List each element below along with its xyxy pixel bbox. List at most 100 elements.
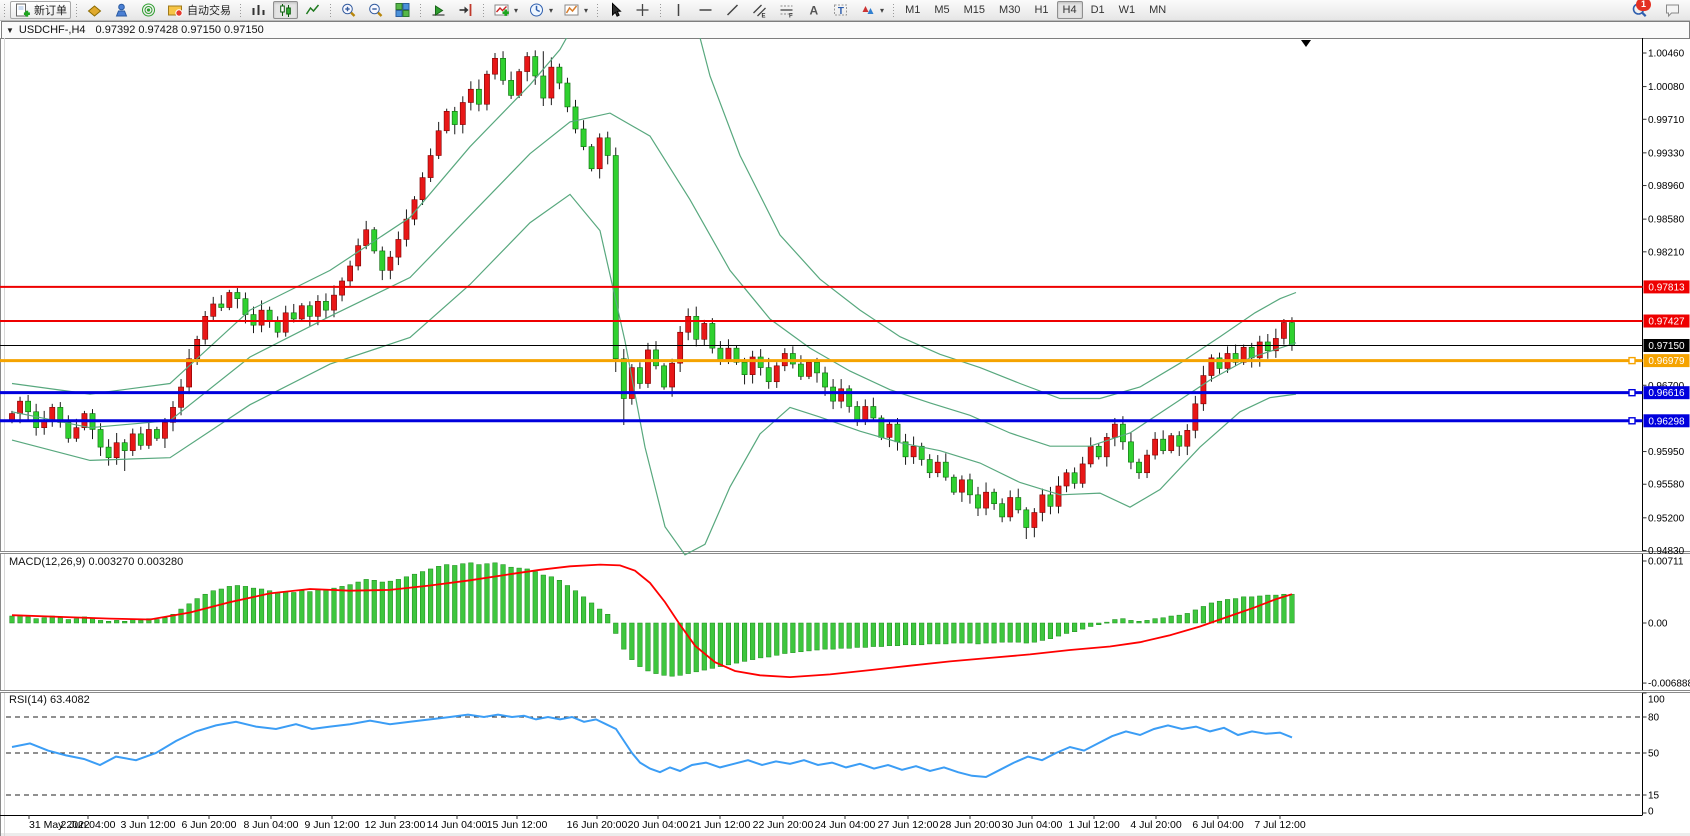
macd-histogram: [9, 562, 1295, 677]
vertical-line-button[interactable]: [666, 1, 691, 19]
chart-titlebar[interactable]: ▼ USDCHF-,H4 0.97392 0.97428 0.97150 0.9…: [1, 21, 1690, 39]
linechart-icon: [305, 4, 320, 15]
tiles-icon: [395, 3, 410, 17]
autoscroll-icon: [432, 5, 445, 16]
timeframe-d1-button[interactable]: D1: [1085, 1, 1111, 19]
crosshair-icon: [636, 4, 649, 16]
svg-text:6 Jul 04:00: 6 Jul 04:00: [1192, 819, 1244, 831]
svg-text:2 Jun 04:00: 2 Jun 04:00: [61, 819, 116, 831]
chart-ohlc-values: 0.97392 0.97428 0.97150 0.97150: [95, 24, 264, 36]
svg-text:0.97427: 0.97427: [1648, 317, 1685, 328]
chat-icon: [1666, 4, 1679, 18]
toolbar: 新订单 自动交易 ▾ ▾ ▾ E F A T ▾ M1 M5 M15 M30 H1 H4 D1 W1 MN: [0, 0, 1690, 21]
arrows-button[interactable]: ▾: [855, 1, 888, 19]
candles-icon: [280, 4, 291, 17]
zoomout-icon: [369, 3, 383, 17]
toolbar-drag-handle: [658, 3, 664, 17]
macd-axis: 0.00711 0.00 -0.006888: [1642, 557, 1690, 690]
svg-text:15 Jun 12:00: 15 Jun 12:00: [487, 819, 548, 831]
svg-text:1.00460: 1.00460: [1648, 48, 1685, 59]
svg-text:16 Jun 20:00: 16 Jun 20:00: [567, 819, 628, 831]
autotrading-button[interactable]: 自动交易: [163, 1, 235, 19]
market-watch-button[interactable]: [82, 1, 107, 19]
svg-text:9 Jun 12:00: 9 Jun 12:00: [305, 819, 360, 831]
zoom-out-button[interactable]: [363, 1, 388, 19]
crosshair-button[interactable]: [630, 1, 655, 19]
zoom-in-button[interactable]: [336, 1, 361, 19]
timeframe-h1-button[interactable]: H1: [1028, 1, 1054, 19]
svg-text:-0.006888: -0.006888: [1648, 679, 1690, 690]
timeframe-m5-button[interactable]: M5: [928, 1, 955, 19]
timeframe-m15-button[interactable]: M15: [958, 1, 991, 19]
periods-button-dropdown-icon[interactable]: ▾: [549, 5, 554, 15]
svg-text:F: F: [789, 14, 793, 19]
new-order-button[interactable]: 新订单: [10, 1, 71, 19]
trendline-button[interactable]: [720, 1, 745, 19]
template-icon: [564, 4, 579, 16]
timeframe-mn-button[interactable]: MN: [1143, 1, 1172, 19]
svg-text:22 Jun 20:00: 22 Jun 20:00: [753, 819, 814, 831]
auto-scroll-button[interactable]: [426, 1, 451, 19]
timeframe-m30-button[interactable]: M30: [993, 1, 1026, 19]
equidistant-channel-button[interactable]: E: [747, 1, 772, 19]
vline-icon: [677, 4, 680, 16]
svg-text:14 Jun 04:00: 14 Jun 04:00: [427, 819, 488, 831]
person-icon: [115, 3, 128, 17]
textA-icon: A: [810, 4, 819, 18]
arrows-icon: [862, 6, 874, 14]
text-label-button[interactable]: T: [828, 1, 853, 19]
templates-button-dropdown-icon[interactable]: ▾: [584, 5, 589, 15]
trend-icon: [727, 4, 739, 16]
svg-text:7 Jul 12:00: 7 Jul 12:00: [1254, 819, 1306, 831]
tile-windows-button[interactable]: [390, 1, 415, 19]
fibo-icon: F: [780, 5, 793, 19]
arrows-button-dropdown-icon[interactable]: ▾: [880, 5, 885, 15]
timeframe-h4-button[interactable]: H4: [1056, 1, 1083, 19]
chart-frame: [0, 38, 1690, 836]
svg-text:0.97813: 0.97813: [1648, 282, 1685, 293]
svg-text:100: 100: [1648, 695, 1665, 706]
svg-text:0.99710: 0.99710: [1648, 115, 1685, 126]
horizontal-line-button[interactable]: [693, 1, 718, 19]
timeframe-m1-button[interactable]: M1: [899, 1, 926, 19]
shift-icon: [459, 4, 472, 16]
toolbar-drag-handle: [328, 3, 333, 17]
notifications-button[interactable]: [1660, 0, 1685, 20]
data-window-button[interactable]: [109, 1, 134, 19]
cursor-icon: [612, 2, 622, 17]
indicators-button[interactable]: ▾: [489, 1, 522, 19]
clock-icon: [530, 3, 544, 17]
periods-button[interactable]: ▾: [524, 1, 557, 19]
macd-indicator-label: MACD(12,26,9) 0.003270 0.003280: [9, 556, 184, 568]
macd-signal-line: [11, 563, 1293, 679]
text-button[interactable]: A: [801, 1, 826, 19]
price-chart-canvas[interactable]: 1.00460 1.00080 0.99710 0.99330 0.98960 0.985…: [0, 38, 1690, 836]
line-chart-button[interactable]: [300, 1, 325, 19]
bar-chart-button[interactable]: [246, 1, 271, 19]
svg-text:30 Jun 04:00: 30 Jun 04:00: [1002, 819, 1063, 831]
hline-objects: 0.97813 0.97427 0.97150 0.96979 0.96616 0.962…: [0, 280, 1690, 428]
chart-menu-icon[interactable]: ▼: [6, 25, 14, 35]
svg-text:0.96616: 0.96616: [1648, 388, 1685, 399]
autotrading-button-label: 自动交易: [187, 5, 231, 17]
fibonacci-button[interactable]: F: [774, 1, 799, 19]
cursor-button[interactable]: [603, 1, 628, 19]
signal-icon: [142, 3, 155, 17]
svg-text:E: E: [762, 14, 766, 19]
channel-icon: E: [753, 4, 767, 19]
indicators-button-dropdown-icon[interactable]: ▾: [514, 5, 519, 15]
timeframe-w1-button[interactable]: W1: [1113, 1, 1142, 19]
svg-text:1.00080: 1.00080: [1648, 82, 1685, 93]
svg-text:A: A: [810, 4, 819, 18]
rsi-line: [11, 713, 1293, 779]
chart-shift-button[interactable]: [453, 1, 478, 19]
signals-button[interactable]: [136, 1, 161, 19]
new-order-button-label: 新订单: [34, 5, 67, 17]
svg-text:0.00: 0.00: [1648, 619, 1668, 630]
zoomin-icon: [342, 3, 356, 17]
candlestick-chart-button[interactable]: [273, 1, 298, 19]
svg-text:28 Jun 20:00: 28 Jun 20:00: [940, 819, 1001, 831]
templates-button[interactable]: ▾: [559, 1, 592, 19]
